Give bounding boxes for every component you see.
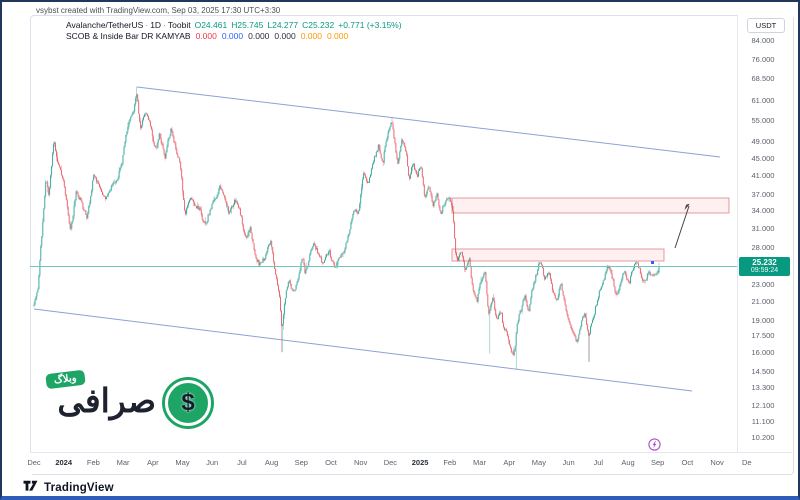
last-bar-marker [651, 261, 654, 264]
time-label: Mar [473, 458, 486, 467]
time-label: 2025 [411, 458, 429, 467]
watermark-brand-text: صرافی [57, 382, 156, 419]
price-tick: 28.000 [751, 242, 775, 252]
supply-zone-lower[interactable] [451, 248, 665, 262]
indicator-value: 0.000 [248, 31, 270, 41]
current-price-value: 25.232 [752, 258, 777, 268]
time-label: Nov [710, 458, 724, 467]
attribution-text: vsybst created with TradingView.com, Sep… [36, 6, 281, 15]
time-axis[interactable]: Dec 2024 Feb Mar Apr May Jun Jul Aug Sep Oct Nov Dec… [27, 452, 792, 474]
price-tick: 21.000 [751, 297, 775, 307]
legend-separator: · [145, 20, 149, 30]
price-tick: 37.000 [751, 190, 775, 200]
indicator-value: 0.000 [274, 31, 296, 41]
channel-lower-trendline[interactable] [33, 308, 693, 392]
candle-bodies-down [47, 94, 657, 355]
price-tick: 19.000 [751, 315, 775, 325]
currency-toggle-button[interactable]: USDT [747, 18, 785, 33]
ohlc-O: O24.461 [194, 20, 228, 30]
price-tick: 13.300 [751, 383, 775, 393]
price-tick: 10.200 [751, 433, 775, 443]
ohlc-H: H25.745 [231, 20, 264, 30]
interval-label[interactable]: 1D [150, 20, 162, 30]
price-tick: 49.000 [751, 137, 775, 147]
time-label: Oct [681, 458, 694, 467]
dollar-coin-icon: $ [162, 377, 214, 429]
legend-row-symbol: Avalanche/TetherUS · 1D · Toobit O24.461 H25.7… [66, 20, 402, 30]
price-tick: 41.000 [751, 171, 775, 181]
event-lightning-icon[interactable] [648, 438, 661, 456]
dollar-sign: $ [181, 389, 195, 416]
time-label: Jul [593, 458, 604, 467]
exchange-label[interactable]: Toobit [167, 20, 191, 30]
projection-arrow-head [684, 203, 690, 210]
time-label: May [175, 458, 190, 467]
price-tick: 17.500 [751, 331, 775, 341]
bar-countdown: 09:59:24 [750, 267, 779, 275]
price-tick: 31.000 [751, 223, 775, 233]
tradingview-logo-icon [22, 478, 39, 496]
projection-arrow-line[interactable] [674, 205, 690, 249]
indicator-values: 0.000 0.000 0.000 0.000 0.000 0.000 [191, 31, 349, 41]
time-label: Mar [116, 458, 130, 467]
legend-row-indicator: SCOB & Inside Bar DR KAMYAB 0.000 0.000 0.0… [66, 31, 348, 41]
channel-upper-trendline[interactable] [136, 86, 721, 158]
candle-bodies-up [33, 94, 660, 355]
indicator-value: 0.000 [300, 31, 322, 41]
time-label: Aug [264, 458, 279, 467]
time-label: Feb [443, 458, 457, 467]
time-label: Apr [146, 458, 159, 467]
price-tick: 14.500 [751, 366, 775, 376]
time-label: Sep [294, 458, 308, 467]
current-price-badge: 25.232 09:59:24 [739, 257, 790, 277]
time-label: May [531, 458, 546, 467]
price-tick: 55.000 [751, 115, 775, 125]
time-label: Nov [354, 458, 368, 467]
indicator-value: 0.000 [221, 31, 244, 41]
supply-zone-upper[interactable] [451, 197, 730, 214]
indicator-value: 0.000 [195, 31, 217, 41]
price-tick: 45.000 [751, 153, 775, 163]
legend-separator: · [163, 20, 166, 30]
time-label: Jun [206, 458, 219, 467]
tradingview-brand-text: TradingView [44, 481, 114, 494]
price-tick: 34.000 [751, 206, 775, 216]
watermark-logo: $ صرافی وبلاگ [38, 369, 214, 438]
ohlc-C: C25.232 [302, 20, 335, 30]
time-label: Aug [621, 458, 635, 467]
time-label: Apr [503, 458, 516, 467]
symbol-title[interactable]: Avalanche/TetherUS [66, 20, 144, 30]
price-tick: 23.000 [751, 279, 775, 289]
time-label: Dec [383, 458, 398, 467]
price-tick: 61.000 [751, 96, 775, 106]
ohlc-L: L24.277 [267, 20, 299, 30]
time-label: Jun [562, 458, 575, 467]
price-axis[interactable]: USDT 84.000 76.000 68.500 61.000 55.000 49.00… [737, 15, 793, 452]
price-tick: 84.000 [751, 36, 775, 45]
time-label: Oct [325, 458, 337, 467]
time-label: Sep [651, 458, 665, 467]
chart-panel [30, 15, 794, 475]
change-value: +0.771 (+3.15%) [338, 20, 402, 30]
ohlc-values: O24.461 H25.745 L24.277 C25.232 [191, 20, 335, 30]
tradingview-footer-link[interactable]: TradingView [22, 478, 114, 496]
price-tick: 12.100 [751, 400, 775, 410]
time-label: De [742, 458, 752, 467]
price-tick: 16.000 [751, 348, 775, 358]
dollar-coin-inner: $ [165, 380, 211, 426]
time-label: 2024 [55, 458, 73, 467]
time-label: Dec [27, 458, 41, 467]
price-tick: 11.100 [751, 417, 775, 427]
time-label: Jul [237, 458, 247, 467]
indicator-value: 0.000 [326, 31, 349, 41]
price-tick: 68.500 [751, 74, 775, 84]
indicator-name[interactable]: SCOB & Inside Bar DR KAMYAB [66, 31, 191, 41]
price-tick: 76.000 [751, 54, 775, 64]
time-label: Feb [86, 458, 100, 467]
